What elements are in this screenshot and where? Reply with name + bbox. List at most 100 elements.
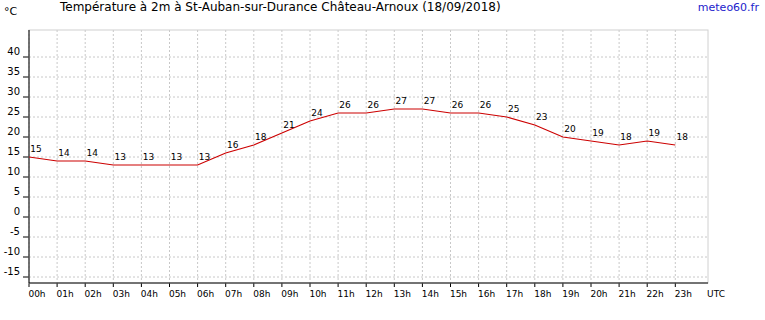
plot-area (29, 109, 675, 165)
y-grid-line (29, 97, 708, 98)
x-grid-line (450, 30, 451, 283)
x-grid-line (619, 30, 620, 283)
y-grid-line (29, 237, 708, 238)
x-tick (169, 283, 170, 287)
y-tick (23, 157, 29, 158)
x-tick (506, 283, 507, 287)
x-tick (310, 283, 311, 287)
data-label: 14 (58, 148, 70, 158)
x-tick-label: 20h (590, 289, 607, 299)
x-axis (29, 283, 708, 284)
x-tick (450, 283, 451, 287)
x-tick-label: 01h (57, 289, 74, 299)
x-tick (197, 283, 198, 287)
x-grid-line (394, 30, 395, 283)
x-tick-label: 09h (281, 289, 298, 299)
y-grid-line (29, 197, 708, 198)
y-grid-line (29, 137, 708, 138)
y-grid-line (29, 177, 708, 178)
x-tick-label: 02h (85, 289, 102, 299)
x-tick (281, 283, 282, 287)
x-tick-label: 04h (141, 289, 158, 299)
data-label: 26 (452, 100, 464, 110)
plot-frame (29, 30, 708, 283)
y-tick-label: 25 (7, 106, 20, 117)
data-label: 18 (255, 132, 267, 142)
x-tick-label: 03h (113, 289, 130, 299)
data-label: 23 (536, 112, 547, 122)
x-tick (591, 283, 592, 287)
x-tick-label: 11h (338, 289, 355, 299)
x-tick-label: 13h (394, 289, 411, 299)
y-tick (23, 217, 29, 218)
y-tick (23, 237, 29, 238)
x-grid-line (506, 30, 507, 283)
x-axis-label: UTC (707, 289, 725, 299)
y-tick-label: 35 (7, 66, 20, 77)
data-label: 24 (311, 108, 323, 118)
y-tick (23, 97, 29, 98)
y-tick (23, 277, 29, 278)
y-tick-label: -10 (4, 246, 20, 257)
x-tick (534, 283, 535, 287)
x-tick (253, 283, 254, 287)
temperature-line (29, 109, 675, 165)
data-label: 21 (283, 120, 294, 130)
chart: -15-10-5051015202530354000h01h02h03h04h0… (0, 0, 765, 320)
y-tick (23, 177, 29, 178)
x-tick-label: 18h (534, 289, 551, 299)
x-grid-line (647, 30, 648, 283)
y-grid-line (29, 117, 708, 118)
data-label: 27 (424, 96, 435, 106)
y-tick-label: 30 (7, 86, 20, 97)
x-grid-line (281, 30, 282, 283)
x-tick-label: 14h (422, 289, 439, 299)
x-tick-label: 08h (253, 289, 270, 299)
x-tick-label: 15h (450, 289, 467, 299)
y-tick-label: -5 (10, 226, 20, 237)
y-grid-line (29, 157, 708, 158)
title: Température à 2m à St-Auban-sur-Durance … (59, 0, 501, 14)
x-tick-label: 21h (619, 289, 636, 299)
y-grid-line (29, 57, 708, 58)
y-axis-label: °C (4, 5, 18, 18)
x-tick (113, 283, 114, 287)
data-label: 18 (620, 132, 632, 142)
y-tick (23, 117, 29, 118)
x-tick-label: 06h (197, 289, 214, 299)
x-tick (366, 283, 367, 287)
y-grid-line (29, 217, 708, 218)
x-tick-label: 22h (647, 289, 664, 299)
y-grid-line (29, 277, 708, 278)
x-grid-line (366, 30, 367, 283)
y-grid-line (29, 257, 708, 258)
x-tick (57, 283, 58, 287)
y-tick-label: 40 (7, 46, 20, 57)
y-tick-label: 15 (7, 146, 20, 157)
y-tick (23, 257, 29, 258)
x-tick-label: 05h (169, 289, 186, 299)
data-label: 18 (677, 132, 689, 142)
data-label: 26 (367, 100, 379, 110)
x-grid-line (478, 30, 479, 283)
x-grid-line (675, 30, 676, 283)
y-tick-label: 10 (7, 166, 20, 177)
y-tick-label: 20 (7, 126, 20, 137)
x-grid-line (562, 30, 563, 283)
data-label: 13 (171, 152, 182, 162)
x-grid-line (253, 30, 254, 283)
x-tick (478, 283, 479, 287)
x-grid-line (338, 30, 339, 283)
x-grid-line (422, 30, 423, 283)
x-tick (85, 283, 86, 287)
x-tick (675, 283, 676, 287)
x-tick-label: 17h (506, 289, 523, 299)
y-tick (23, 57, 29, 58)
x-tick-label: 12h (366, 289, 383, 299)
data-label: 13 (199, 152, 210, 162)
x-tick (422, 283, 423, 287)
x-tick (647, 283, 648, 287)
x-grid-line (225, 30, 226, 283)
data-label: 14 (86, 148, 98, 158)
x-tick (619, 283, 620, 287)
